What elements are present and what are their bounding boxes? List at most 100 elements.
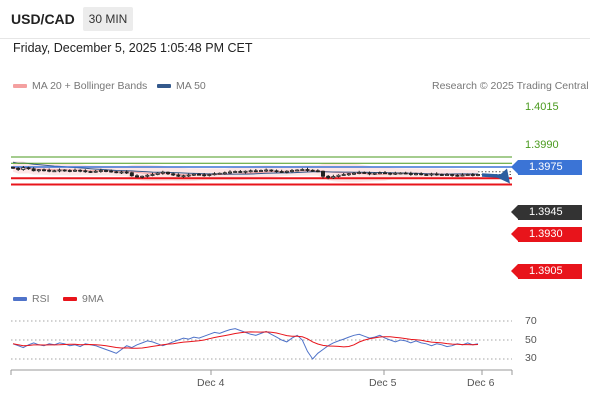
candle (16, 167, 21, 171)
candle (67, 169, 72, 173)
candle (227, 170, 232, 174)
candle-body (73, 169, 78, 172)
candle (52, 169, 57, 173)
candle (83, 169, 88, 173)
candle (346, 173, 351, 176)
rsi-panel (11, 320, 512, 360)
candle (434, 172, 439, 176)
candle (305, 167, 310, 172)
candle-body (119, 171, 124, 174)
candle-body (439, 174, 444, 176)
candle-body (475, 174, 480, 176)
resistance-value: 1.3975 (529, 161, 563, 173)
candle (165, 171, 170, 175)
candle (326, 175, 331, 180)
timeframe-button[interactable]: 30 MIN (83, 7, 133, 31)
candle-body (202, 174, 207, 177)
candle (424, 173, 429, 176)
candle (372, 172, 377, 175)
candle-body (93, 170, 98, 173)
candle-body (47, 169, 52, 172)
support-value-2: 1.3905 (529, 265, 563, 277)
candle-body (470, 174, 475, 176)
timestamp: Friday, December 5, 2025 1:05:48 PM CET (13, 41, 253, 55)
candle-body (160, 171, 165, 174)
candle (289, 169, 294, 173)
candle-body (372, 172, 377, 175)
candle-body (78, 169, 83, 172)
candle-body (150, 174, 155, 176)
candle-body (310, 169, 315, 172)
candle (171, 172, 176, 176)
candle (470, 173, 475, 177)
candle (202, 173, 207, 177)
research-credit: Research © 2025 Trading Central (432, 80, 589, 92)
candle-body (129, 172, 134, 177)
candle (403, 171, 408, 175)
candle-body (336, 174, 341, 177)
candle-body (357, 172, 362, 174)
candle-body (258, 170, 263, 172)
candle-body (88, 171, 93, 173)
candle (88, 170, 93, 173)
resistance-tag: 1.3975 (511, 160, 582, 175)
candle-body (42, 169, 47, 172)
candle (475, 173, 480, 177)
candle (119, 170, 124, 174)
candle-body (377, 172, 382, 175)
rsi-level-70: 70 (525, 315, 537, 327)
candle-body (83, 170, 88, 173)
candle (274, 169, 279, 173)
x-tick-dec4: Dec 4 (197, 377, 225, 389)
candle (212, 172, 217, 176)
candle (413, 172, 418, 176)
candle (140, 175, 145, 179)
candle-body (217, 172, 222, 175)
candle-body (227, 171, 232, 174)
candle-body (233, 171, 238, 173)
candle (284, 170, 289, 174)
candle-body (10, 166, 15, 169)
candle (238, 170, 243, 173)
candle (295, 169, 300, 172)
current-price-value: 1.3945 (529, 206, 563, 218)
current-price-tag: 1.3945 (511, 205, 582, 220)
candle-body (212, 173, 217, 176)
candle-body (124, 171, 129, 174)
legend-ma50: MA 50 (157, 80, 206, 92)
candle (26, 166, 31, 170)
candle (264, 168, 269, 172)
rsi-ma-swatch (63, 297, 77, 302)
candle (42, 168, 47, 172)
candle-body (289, 170, 294, 172)
candle-body (450, 174, 455, 176)
time-axis (10, 369, 513, 375)
x-tick-dec5: Dec 5 (369, 377, 397, 389)
candle-body (367, 172, 372, 175)
candle (196, 173, 201, 176)
ma20-swatch (13, 84, 27, 89)
candle (129, 171, 134, 177)
candle-body (274, 170, 279, 173)
candle (243, 170, 248, 174)
candle (31, 167, 36, 172)
candle-body (465, 174, 470, 176)
forecast-arrow-head (497, 168, 510, 184)
candle (429, 172, 434, 177)
candle (186, 173, 191, 177)
candle (336, 174, 341, 178)
candle (331, 174, 336, 179)
candle (388, 172, 393, 176)
candle (93, 170, 98, 173)
candle (109, 169, 114, 173)
candle-body (408, 173, 413, 175)
candle-body (284, 170, 289, 173)
rsi-ma-legend-label: 9MA (82, 293, 104, 305)
candle-body (419, 173, 424, 176)
candle-body (98, 170, 103, 172)
candle (408, 171, 413, 176)
candle (357, 170, 362, 175)
candle-body (444, 174, 449, 176)
chart-header: USD/CAD 30 MIN (0, 0, 590, 39)
